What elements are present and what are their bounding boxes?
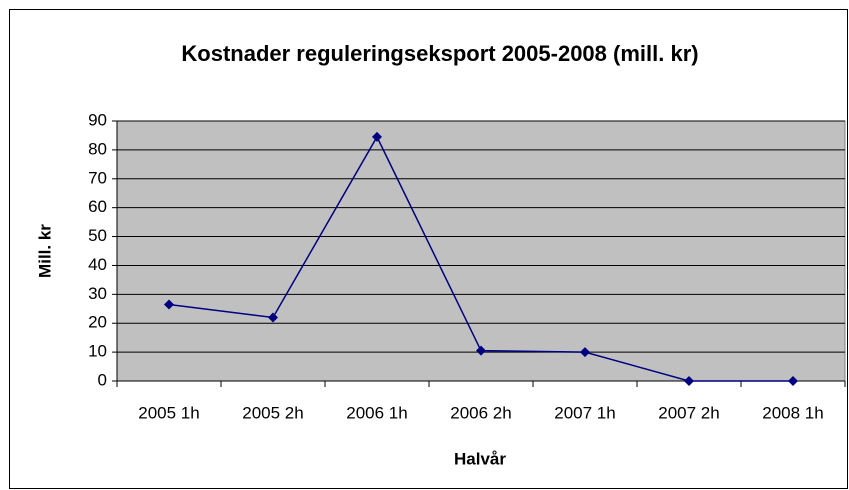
marker bbox=[164, 299, 174, 310]
x-tick-label: 2005 2h bbox=[242, 403, 303, 422]
y-tick-label: 90 bbox=[88, 110, 107, 129]
y-axis-title: Mill. kr bbox=[35, 224, 54, 278]
x-tick-label: 2007 1h bbox=[554, 403, 615, 422]
x-tick-label: 2005 1h bbox=[138, 403, 199, 422]
marker bbox=[580, 347, 590, 358]
x-tick-label: 2008 1h bbox=[762, 403, 823, 422]
marker bbox=[684, 376, 694, 386]
x-tick-label: 2007 2h bbox=[658, 403, 719, 422]
y-tick-label: 20 bbox=[88, 313, 107, 332]
x-tick-label: 2006 1h bbox=[346, 403, 407, 422]
marker bbox=[372, 131, 382, 142]
y-tick-label: 0 bbox=[98, 370, 107, 389]
y-tick-label: 40 bbox=[88, 255, 107, 274]
marker bbox=[788, 376, 798, 386]
y-tick-label: 50 bbox=[88, 226, 107, 245]
y-tick-label: 10 bbox=[88, 342, 107, 361]
chart-title: Kostnader reguleringseksport 2005-2008 (… bbox=[181, 41, 698, 66]
marker bbox=[268, 312, 278, 323]
y-tick-label: 70 bbox=[88, 168, 107, 187]
plot-area bbox=[116, 120, 846, 382]
marker bbox=[476, 345, 486, 356]
x-tick-label: 2006 2h bbox=[450, 403, 511, 422]
y-tick-label: 60 bbox=[88, 197, 107, 216]
y-tick-label: 80 bbox=[88, 139, 107, 158]
x-axis-title: Halvår bbox=[454, 449, 506, 468]
y-tick-label: 30 bbox=[88, 284, 107, 303]
